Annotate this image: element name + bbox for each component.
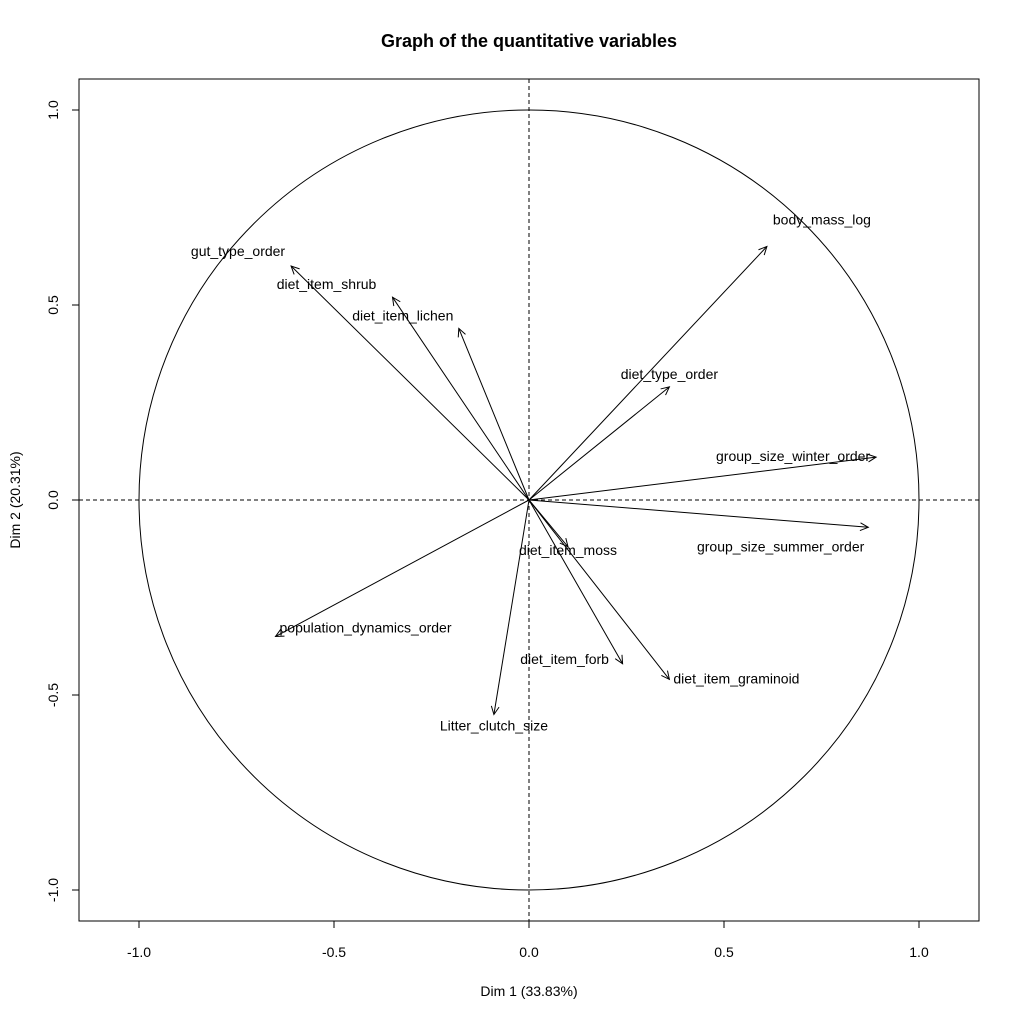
variable-label: diet_item_forb	[520, 651, 609, 667]
arrow-head	[660, 386, 671, 396]
y-tick-label: -0.5	[45, 683, 61, 707]
variable-arrow	[275, 499, 530, 637]
variable-label: diet_type_order	[621, 366, 719, 382]
variable-label: population_dynamics_order	[280, 620, 452, 636]
x-tick-label: 0.5	[714, 944, 734, 960]
chart-title: Graph of the quantitative variables	[381, 31, 677, 51]
variable-arrow	[458, 328, 530, 501]
variable-label: body_mass_log	[773, 212, 871, 228]
x-tick-label: 0.0	[519, 944, 539, 960]
arrow-head	[559, 537, 569, 548]
y-tick-label: 0.5	[45, 295, 61, 315]
arrow-head	[457, 327, 466, 338]
x-tick-label: -1.0	[127, 944, 151, 960]
variable-arrow	[528, 499, 670, 680]
plot-area: body_mass_log gut_type_order diet_item_shr…	[79, 79, 979, 921]
arrow-head	[290, 265, 300, 275]
arrow-head	[867, 453, 878, 463]
variable-arrow	[493, 499, 530, 715]
x-axis: -1.0 -0.5 0.0 0.5 1.0	[127, 920, 929, 960]
variable-arrow	[528, 386, 670, 501]
arrow-head	[274, 628, 285, 638]
variable-label: diet_item_graminoid	[673, 670, 799, 686]
variable-arrow	[290, 265, 530, 501]
y-axis-label: Dim 2 (20.31%)	[7, 451, 23, 548]
variable-label: Litter_clutch_size	[440, 718, 548, 734]
variable-arrow	[528, 246, 768, 501]
x-axis-label: Dim 1 (33.83%)	[480, 983, 577, 999]
arrow-head	[859, 522, 870, 532]
arrow-head	[391, 296, 401, 307]
x-tick-label: -0.5	[322, 944, 346, 960]
variable-label: diet_item_lichen	[352, 307, 453, 323]
variable-label: diet_item_shrub	[277, 276, 377, 292]
variable-arrow	[392, 296, 530, 501]
y-tick-label: 0.0	[45, 490, 61, 510]
y-axis: -1.0 -0.5 0.0 0.5 1.0	[45, 100, 80, 902]
arrow-head	[661, 670, 671, 681]
variable-arrow	[528, 456, 877, 501]
variable-arrow	[528, 499, 869, 528]
y-tick-label: 1.0	[45, 100, 61, 120]
variable-arrow	[528, 499, 624, 665]
variable-label: group_size_winter_order	[716, 448, 870, 464]
variable-label: group_size_summer_order	[697, 538, 865, 554]
variable-label: gut_type_order	[191, 243, 286, 259]
arrow-head	[758, 245, 768, 256]
arrow-head	[614, 654, 624, 665]
arrow-head	[490, 705, 500, 716]
x-tick-label: 1.0	[909, 944, 929, 960]
y-tick-label: -1.0	[45, 878, 61, 902]
